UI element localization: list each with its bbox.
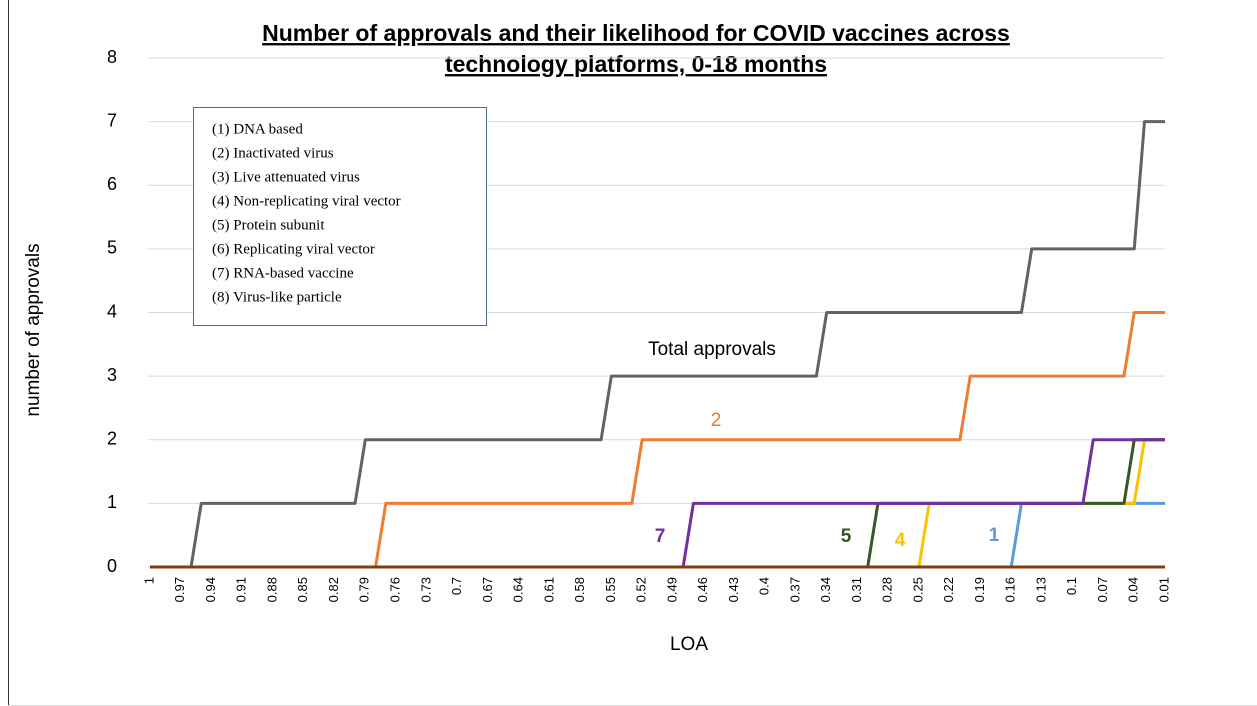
series-label: 4: [895, 530, 906, 551]
x-tick-label: 0.7: [449, 577, 464, 595]
series-label: 1: [989, 525, 1000, 546]
plot-area: 0 1 2 3 4 5 6 7 8 1 0.97 0.94 0.91 0.88 0.85 0.82 0.79 0.…: [107, 47, 1171, 603]
x-tick-label: 0.79: [357, 577, 372, 602]
x-tick-label: 0.28: [880, 577, 895, 602]
x-tick-label: 0.07: [1095, 577, 1110, 602]
chart-title: technology platforms, 0-18 months: [445, 51, 827, 77]
series-label: 2: [711, 410, 722, 431]
x-tick-label: 0.43: [726, 577, 741, 602]
y-tick-label: 0: [107, 556, 117, 576]
x-tick-label: 0.85: [295, 577, 310, 602]
x-tick-label: 0.76: [387, 577, 402, 602]
x-tick-label: 0.73: [418, 577, 433, 602]
x-tick-label: 0.91: [234, 577, 249, 602]
series-label: 7: [655, 526, 666, 547]
x-tick-label: 0.67: [480, 577, 495, 602]
x-tick-label: 0.82: [326, 577, 341, 602]
x-tick-label: 0.31: [849, 577, 864, 602]
y-tick-label: 2: [107, 429, 117, 449]
y-axis-label: number of approvals: [23, 243, 44, 416]
x-tick-label: 0.37: [787, 577, 802, 602]
x-tick-label: 0.04: [1126, 577, 1141, 602]
x-tick-label: 0.22: [941, 577, 956, 602]
legend-note: (7) RNA-based vaccine: [212, 265, 354, 281]
legend-note: (1) DNA based: [212, 121, 303, 137]
series-line: [150, 120, 1165, 569]
y-tick-label: 5: [107, 238, 117, 258]
x-axis-label: LOA: [670, 634, 708, 655]
x-tick-label: 0.4: [757, 577, 772, 595]
x-tick-label: 0.16: [1003, 577, 1018, 602]
y-tick-label: 4: [107, 301, 117, 321]
y-tick-label: 6: [107, 174, 117, 194]
x-tick-label: 0.19: [972, 577, 987, 602]
legend-note: (6) Replicating viral vector: [212, 241, 375, 257]
x-tick-label: 0.58: [572, 577, 587, 602]
x-tick-label: 0.01: [1156, 577, 1171, 602]
x-tick-label: 0.13: [1033, 577, 1048, 602]
y-tick-label: 3: [107, 365, 117, 385]
x-tick-label: 1: [141, 577, 156, 584]
x-tick-label: 0.55: [603, 577, 618, 602]
series-label: Total approvals: [648, 339, 776, 360]
x-tick-label: 0.88: [264, 577, 279, 602]
legend-note: (3) Live attenuated virus: [212, 169, 360, 185]
x-tick-label: 0.34: [818, 577, 833, 602]
x-tick-label: 0.94: [203, 577, 218, 602]
y-tick-label: 1: [107, 492, 117, 512]
y-tick-label: 8: [107, 47, 117, 67]
legend-note: (5) Protein subunit: [212, 217, 325, 233]
x-tick-label: 0.25: [910, 577, 925, 602]
legend-notes: (1) DNA based (2) Inactivated virus (3) Li…: [212, 121, 401, 305]
legend-frame: [193, 107, 487, 326]
legend-note: (8) Virus-like particle: [212, 289, 342, 305]
x-tick-label: 0.49: [664, 577, 679, 602]
series-label: 5: [841, 526, 852, 547]
y-tick-label: 7: [107, 110, 117, 130]
x-tick-label: 0.97: [172, 577, 187, 602]
legend-box: (1) DNA based (2) Inactivated virus (3) Li…: [193, 107, 487, 326]
x-tick-label: 0.61: [541, 577, 556, 602]
legend-note: (2) Inactivated virus: [212, 145, 334, 161]
x-tick-label: 0.64: [511, 577, 526, 602]
chart-title: Number of approvals and their likelihood…: [262, 20, 1010, 46]
x-tick-label: 0.1: [1064, 577, 1079, 595]
legend-note: (4) Non-replicating viral vector: [212, 193, 401, 209]
x-tick-label: 0.46: [695, 577, 710, 602]
x-tick-label: 0.52: [634, 577, 649, 602]
